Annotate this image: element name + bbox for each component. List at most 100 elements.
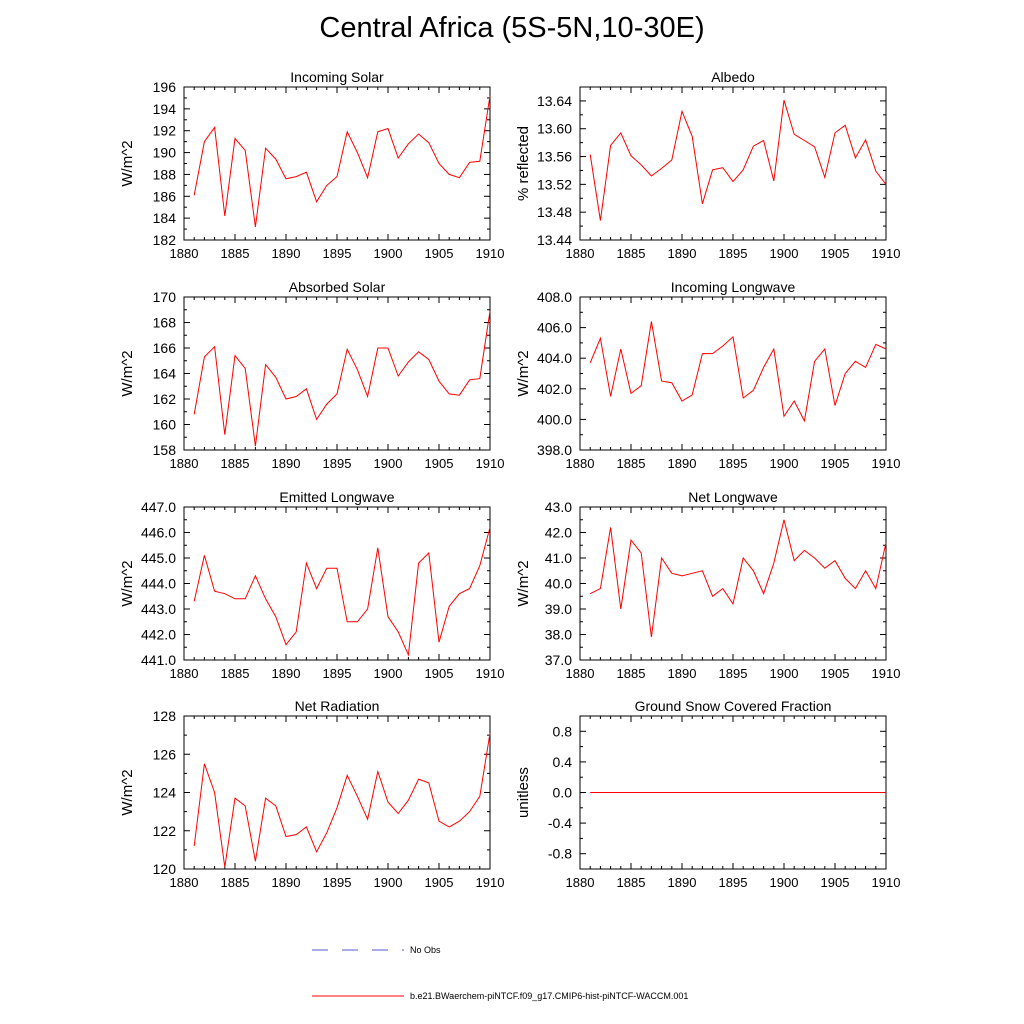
y-tick-label: 445.0 [141,550,176,566]
x-tick-label: 1900 [770,666,799,681]
y-tick-label: 444.0 [141,576,176,592]
legend-model-label: b.e21.BWaerchem-piNTCF.f09_g17.CMIP6-his… [410,991,688,1001]
chart-panel-5: Emitted Longwave W/m^2 1880 1885 1890 1895 190… [119,489,504,681]
x-tick-label: 1900 [374,666,403,681]
x-tick-label: 1895 [719,875,748,890]
y-axis-label: W/m^2 [119,350,136,396]
series-line-model [589,519,887,638]
y-tick-label: 400.0 [537,411,572,427]
x-tick-label: 1885 [221,875,250,890]
y-tick-label: 122 [153,823,177,839]
chart-panel-8: Ground Snow Covered Fraction unitless 1880… [515,698,900,890]
x-tick-label: 1880 [566,456,595,471]
y-tick-label: 40.0 [545,576,572,592]
chart-panel-1: Incoming Solar W/m^2 1880 1885 1890 1895 1900 1… [119,69,504,261]
x-tick-label: 1900 [770,875,799,890]
x-tick-label: 1885 [221,246,250,261]
y-tick-label: 13.44 [537,232,572,248]
y-tick-label: 41.0 [545,550,572,566]
y-tick-label: 447.0 [141,499,176,515]
y-tick-label: 13.48 [537,204,572,220]
x-tick-label: 1880 [566,246,595,261]
y-tick-label: 39.0 [545,601,572,617]
x-tick-label: 1905 [821,875,850,890]
y-tick-label: 192 [153,123,177,139]
chart-panel-3: Absorbed Solar W/m^2 1880 1885 1890 1895 1900 1… [119,279,504,471]
y-tick-label: 162 [153,391,177,407]
y-tick-label: 170 [153,289,177,305]
plot-frame [579,296,887,451]
y-tick-label: 188 [153,166,177,182]
y-tick-label: 124 [153,785,177,801]
y-axis-label: W/m^2 [119,140,136,186]
panel-title: Incoming Longwave [671,279,796,295]
x-tick-label: 1885 [617,456,646,471]
x-tick-label: 1895 [323,246,352,261]
x-tick-label: 1880 [566,875,595,890]
x-tick-label: 1890 [272,456,301,471]
y-tick-label: 402.0 [537,381,572,397]
x-tick-label: 1890 [272,246,301,261]
x-tick-label: 1890 [668,666,697,681]
x-tick-label: 1880 [170,875,199,890]
x-tick-label: 1890 [668,456,697,471]
chart-panel-4: Incoming Longwave W/m^2 1880 1885 1890 1895 19… [515,279,900,471]
y-tick-label: 398.0 [537,442,572,458]
series-line-model [193,527,491,657]
y-tick-label: 194 [153,101,177,117]
y-tick-label: -0.8 [548,846,572,862]
y-tick-label: 182 [153,232,177,248]
chart-panel-7: Net Radiation W/m^2 1880 1885 1890 1895 1900 19… [119,698,504,890]
x-tick-label: 1895 [323,666,352,681]
plot-frame [579,86,887,241]
x-tick-label: 1885 [617,875,646,890]
y-tick-label: 126 [153,746,177,762]
x-tick-label: 1895 [719,456,748,471]
y-tick-label: 0.8 [553,723,573,739]
x-tick-label: 1910 [476,456,505,471]
chart-panel-2: Albedo % reflected 1880 1885 1890 1895 1900 190… [515,69,900,261]
y-tick-label: -0.4 [548,815,572,831]
y-axis-label: W/m^2 [119,769,136,815]
series-line-model [589,321,887,423]
y-tick-label: 43.0 [545,499,572,515]
y-tick-label: 128 [153,708,177,724]
y-tick-label: 37.0 [545,652,572,668]
y-tick-label: 120 [153,861,177,877]
x-tick-label: 1890 [272,666,301,681]
x-tick-label: 1910 [872,246,901,261]
series-line-model [193,95,491,227]
plot-frame [579,506,887,661]
y-tick-label: 408.0 [537,289,572,305]
panel-title: Net Longwave [688,489,778,505]
y-tick-label: 446.0 [141,525,176,541]
x-tick-label: 1880 [170,246,199,261]
y-tick-label: 160 [153,417,177,433]
series-line-model [193,310,491,447]
panels-group: Incoming Solar W/m^2 1880 1885 1890 1895 1900 1… [119,69,900,890]
x-tick-label: 1910 [872,456,901,471]
x-tick-label: 1895 [719,666,748,681]
x-tick-label: 1895 [323,456,352,471]
x-tick-label: 1910 [476,666,505,681]
panel-title: Net Radiation [295,698,380,714]
x-tick-label: 1885 [221,666,250,681]
x-tick-label: 1900 [770,456,799,471]
y-tick-label: 442.0 [141,627,176,643]
y-tick-label: 190 [153,145,177,161]
panel-title: Absorbed Solar [289,279,386,295]
y-tick-label: 13.52 [537,176,572,192]
y-tick-label: 164 [153,366,177,382]
y-tick-label: 13.64 [537,93,572,109]
y-tick-label: 158 [153,442,177,458]
y-tick-label: 196 [153,79,177,95]
x-tick-label: 1905 [425,456,454,471]
legend-no-obs-label: No Obs [410,945,441,955]
y-tick-label: 0.0 [553,785,573,801]
y-axis-label: W/m^2 [119,560,136,606]
x-tick-label: 1900 [770,246,799,261]
series-line-model [589,100,887,221]
legend-group: No Obs b.e21.BWaerchem-piNTCF.f09_g17.CM… [312,945,688,1001]
plot-frame [183,86,491,241]
chart-panel-6: Net Longwave W/m^2 1880 1885 1890 1895 1900 190… [515,489,900,681]
